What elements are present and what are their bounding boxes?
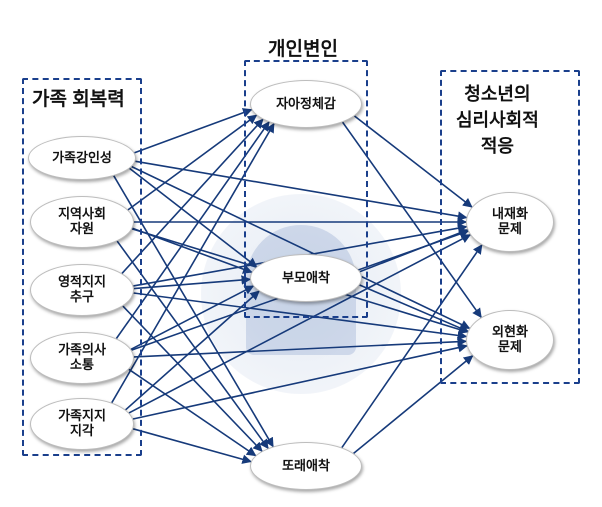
node-label: 가족의사 소통 [58,343,106,373]
group-title-g-mid: 개인변인 [268,34,338,61]
node-n1: 가족강인성 [28,136,136,180]
edge-n5-m2 [126,291,260,410]
edge-n4-r2 [134,341,466,357]
node-n4: 가족의사 소통 [30,332,134,384]
node-label: 부모애착 [282,271,330,286]
node-label: 내재화 문제 [492,207,528,237]
edge-n4-m3 [129,369,256,455]
node-label: 외현화 문제 [492,325,528,355]
node-m3: 또래애착 [250,442,362,490]
edge-n2-m2 [132,228,251,272]
edge-n2-m1 [128,115,257,210]
edge-n1-m1 [135,110,252,153]
edge-n5-r2 [133,346,467,419]
edge-n3-m2 [134,279,250,288]
group-title-g-right: 청소년의 심리사회적 적응 [456,80,539,158]
node-label: 지역사회 자원 [58,207,106,237]
group-title-g-left: 가족 회복력 [32,84,125,111]
node-n3: 영적지지 추구 [30,264,134,316]
edge-n3-m1 [122,119,263,273]
node-m2: 부모애착 [250,254,362,302]
node-label: 가족강인성 [52,151,112,166]
node-label: 자아정체감 [276,97,336,112]
edge-n1-m2 [130,168,257,266]
node-r2: 외현화 문제 [466,310,554,370]
edge-n4-m2 [131,286,253,349]
node-label: 가족지지 지각 [58,409,106,439]
node-label: 또래애착 [282,459,330,474]
node-m1: 자아정체감 [250,80,362,128]
node-r1: 내재화 문제 [466,192,554,252]
edge-n3-m3 [123,306,262,451]
edge-n5-m3 [133,429,251,462]
node-n5: 가족지지 지각 [30,398,134,450]
node-n2: 지역사회 자원 [30,196,134,248]
node-label: 영적지지 추구 [58,275,106,305]
